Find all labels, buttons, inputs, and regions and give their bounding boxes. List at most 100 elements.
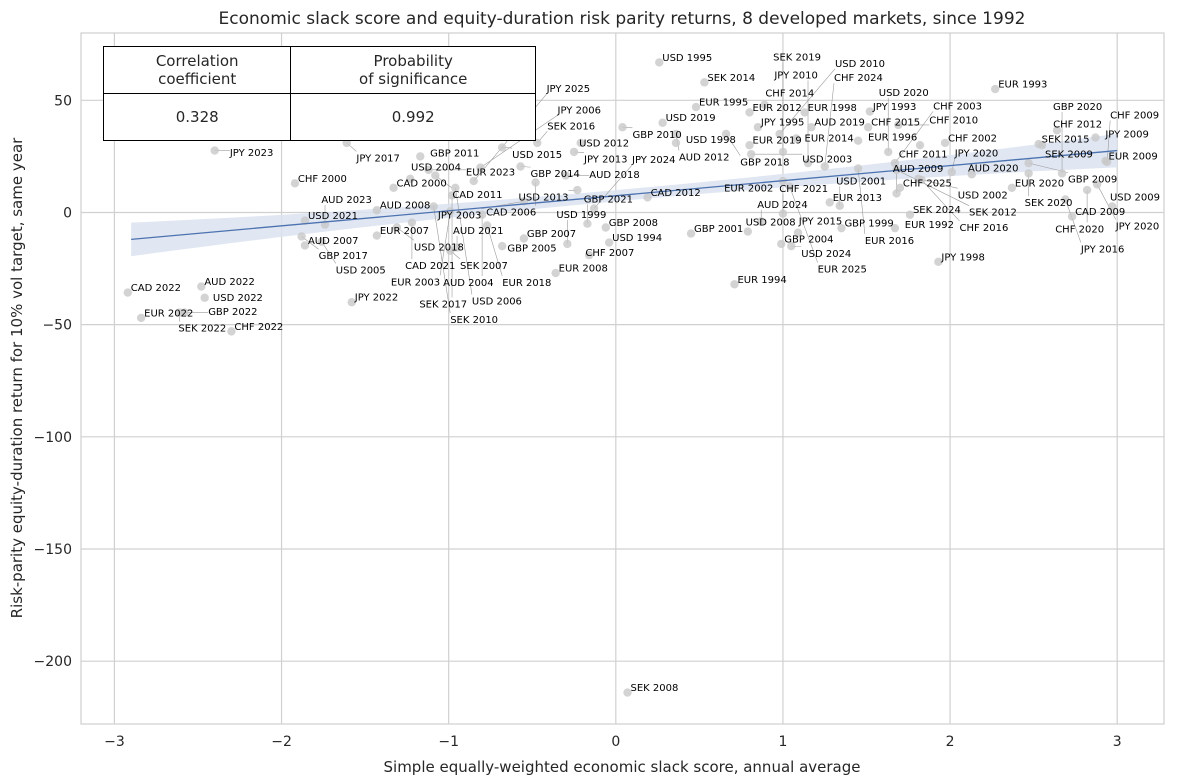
data-point-label: GBP 2008 [609, 218, 658, 229]
x-tick-label: 3 [1113, 734, 1122, 750]
data-point-label: SEK 2010 [450, 315, 498, 326]
label-leader-line [1106, 120, 1111, 163]
data-point-label: CHF 2011 [899, 150, 948, 161]
data-point [778, 147, 788, 157]
data-point-label: GBP 2004 [784, 234, 833, 245]
data-point [180, 308, 189, 317]
data-point-label: EUR 2012 [753, 103, 802, 114]
data-point-label: AUD 2018 [589, 170, 640, 181]
data-point-label: SEK 2016 [547, 121, 595, 132]
data-point [863, 123, 873, 132]
data-point [618, 123, 627, 132]
data-point [297, 232, 306, 241]
data-point-label: AUD 2019 [814, 118, 865, 129]
data-point [890, 158, 900, 168]
data-point [820, 162, 829, 171]
data-point-label: JPY 2022 [354, 293, 399, 304]
data-point-label: JPY 1995 [760, 118, 805, 129]
data-point [853, 164, 863, 173]
label-leader-line [789, 186, 818, 263]
data-point-label: USD 2002 [958, 190, 1008, 201]
data-point-label: EUR 1996 [868, 133, 917, 144]
data-point [469, 176, 478, 186]
data-point-label: USD 2012 [579, 139, 629, 150]
data-point-label: USD 1998 [686, 135, 736, 146]
data-point [290, 179, 300, 188]
data-point-label: JPY 2023 [229, 148, 274, 159]
data-point [990, 84, 1000, 94]
y-tick-label: −100 [34, 430, 72, 446]
data-point-label: USD 2020 [879, 88, 929, 99]
data-point [671, 129, 681, 139]
data-point [700, 78, 709, 87]
data-point-label: GBP 2017 [319, 251, 368, 262]
data-point [884, 147, 893, 157]
data-point-label: EUR 2023 [466, 167, 515, 178]
x-tick-label: 0 [611, 734, 620, 750]
data-point [561, 171, 570, 180]
data-point [837, 223, 846, 233]
data-point [757, 217, 766, 226]
data-point [210, 146, 219, 155]
data-point [1061, 195, 1070, 204]
data-point [451, 183, 460, 193]
data-point [940, 138, 950, 148]
data-point [347, 298, 356, 307]
data-point [745, 140, 754, 150]
data-point [372, 231, 382, 240]
data-point-label: JPY 1993 [872, 102, 917, 113]
data-point-label: SEK 2015 [1042, 135, 1090, 146]
data-point [890, 223, 900, 233]
data-point [803, 158, 813, 168]
data-point [416, 152, 425, 161]
stats-table: Correlation coefficient Probability of s… [102, 46, 536, 141]
label-leader-line [1096, 184, 1116, 220]
data-point [934, 257, 943, 267]
label-leader-line [486, 225, 503, 276]
data-point [1102, 157, 1112, 167]
data-point-label: EUR 2019 [753, 136, 802, 147]
data-point [300, 241, 310, 250]
data-point-label: USD 2021 [308, 211, 358, 222]
data-point-label: JPY 1998 [940, 252, 985, 263]
x-tick-label: −2 [271, 734, 292, 750]
data-point-label: GBP 2005 [507, 243, 556, 254]
data-point-label: GBP 2001 [694, 224, 743, 235]
label-leader-line [321, 241, 337, 264]
data-point-label: AUD 2024 [757, 200, 808, 211]
data-point [777, 239, 786, 249]
data-point-label: JPY 2020 [954, 149, 999, 160]
data-point-label: CHF 2015 [871, 118, 920, 129]
data-point-label: AUD 2023 [321, 195, 372, 206]
label-leader-line [857, 168, 866, 234]
data-point [1082, 185, 1092, 195]
data-point [721, 129, 731, 139]
point-labels: EUR 1993 SEK 2008 JPY 2022 JPY 2023 JPY 2017… [131, 52, 1160, 694]
data-point-label: JPY 2015 [798, 217, 843, 228]
data-point-label: SEK 2014 [707, 73, 755, 84]
data-point [482, 221, 492, 230]
y-tick-label: 50 [54, 93, 72, 109]
data-point-label: GBP 1999 [844, 219, 893, 230]
data-point [497, 143, 507, 152]
data-point-label: GBP 2007 [527, 229, 576, 240]
data-point-label: JPY 2024 [631, 155, 676, 166]
data-point-label: CHF 2007 [585, 248, 634, 259]
data-point-label: CHF 2024 [834, 73, 883, 84]
x-tick-label: −1 [438, 734, 459, 750]
data-point-label: GBP 2009 [1068, 175, 1117, 186]
data-point [1024, 158, 1033, 168]
y-tick-label: 0 [63, 205, 72, 221]
data-point [573, 185, 582, 195]
label-leader-line [433, 206, 451, 314]
data-point [604, 238, 614, 247]
data-point-label: AUD 2022 [204, 277, 255, 288]
data-point [1024, 169, 1033, 178]
data-point [785, 182, 794, 191]
data-point [793, 228, 803, 237]
x-axis-label: Simple equally-weighted economic slack s… [384, 758, 861, 776]
data-point-label: JPY 2013 [583, 155, 628, 166]
header-correlation: Correlation coefficient [102, 46, 292, 94]
data-point-label: AUD 2009 [893, 164, 944, 175]
data-point-label: CHF 2025 [903, 178, 952, 189]
